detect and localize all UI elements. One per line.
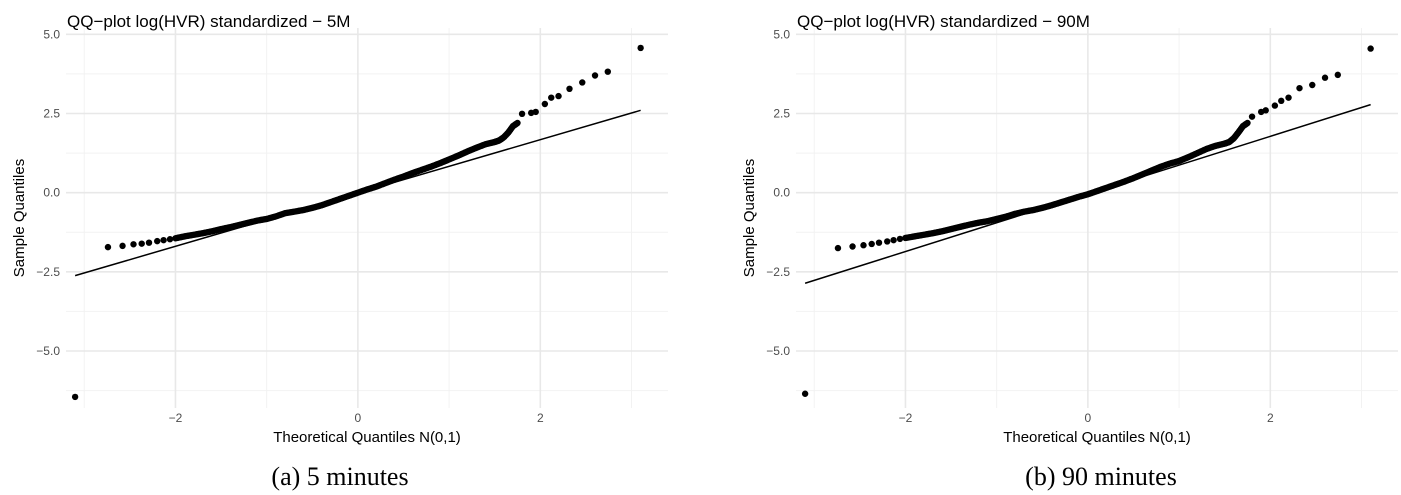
chart-title: QQ−plot log(HVR) standardized − 5M <box>67 12 350 31</box>
caption-5-minutes: (a) 5 minutes <box>271 462 409 491</box>
y-tick-label: −2.5 <box>766 265 790 279</box>
x-tick-label: 2 <box>537 411 544 425</box>
sample-point <box>166 236 174 243</box>
sample-point <box>1271 102 1279 109</box>
qq-plot-panel-5m: −5.0 −2.5 0.0 2.5 5.0 −2 0 2 QQ−plot log(HVR) st… <box>0 0 700 495</box>
y-tick-label: 0.0 <box>773 186 790 200</box>
x-tick-label: 0 <box>355 411 362 425</box>
sample-point <box>884 238 891 245</box>
sample-point <box>875 239 883 246</box>
sample-point <box>154 237 161 245</box>
chart-title: QQ−plot log(HVR) standardized − 90M <box>797 12 1090 31</box>
qq-plot-panel-90m: −5.0 −2.5 0.0 2.5 5.0 −2 0 2 QQ−plot log(HVR) st… <box>730 0 1401 495</box>
sample-point <box>604 68 611 75</box>
x-axis-label: Theoretical Quantiles N(0,1) <box>1003 429 1191 446</box>
y-tick-label: 2.5 <box>773 107 790 121</box>
sample-point <box>566 85 573 93</box>
sample-point <box>1285 94 1292 101</box>
sample-point <box>548 94 555 101</box>
sample-point <box>801 390 809 397</box>
sample-point <box>1248 113 1256 120</box>
y-tick-label: 5.0 <box>773 27 790 41</box>
sample-point <box>860 242 867 249</box>
y-tick-label: −5.0 <box>36 344 60 358</box>
sample-point <box>1367 45 1374 52</box>
y-axis-label: Sample Quantiles <box>741 159 758 277</box>
sample-point <box>1262 107 1269 114</box>
y-axis-label: Sample Quantiles <box>11 159 28 277</box>
caption-90-minutes: (b) 90 minutes <box>1025 462 1177 491</box>
sample-point <box>890 236 897 244</box>
sample-point <box>532 108 539 116</box>
sample-point <box>555 92 562 100</box>
sample-point <box>637 44 644 52</box>
sample-point <box>896 235 904 243</box>
x-tick-label: −2 <box>899 411 913 425</box>
sample-point <box>119 242 126 250</box>
sample-point <box>1296 84 1303 92</box>
sample-point <box>1321 74 1329 81</box>
sample-point <box>514 119 521 127</box>
x-axis-label: Theoretical Quantiles N(0,1) <box>273 429 461 446</box>
sample-point <box>1244 119 1251 127</box>
sample-point <box>160 236 167 244</box>
sample-point <box>1334 71 1341 79</box>
sample-point <box>1309 81 1316 89</box>
qq-plot-90m: −5.0 −2.5 0.0 2.5 5.0 −2 0 2 QQ−plot log(HVR) st… <box>741 12 1398 446</box>
sample-point <box>868 240 875 248</box>
x-tick-label: 2 <box>1267 411 1274 425</box>
y-tick-label: 5.0 <box>43 27 60 41</box>
y-tick-label: −5.0 <box>766 344 790 358</box>
y-tick-label: 0.0 <box>43 186 60 200</box>
sample-point <box>104 243 112 251</box>
y-tick-label: 2.5 <box>43 107 60 121</box>
sample-point <box>849 243 856 250</box>
sample-point <box>541 100 549 108</box>
sample-point <box>834 244 842 252</box>
sample-point <box>518 110 526 118</box>
y-tick-label: −2.5 <box>36 265 60 279</box>
sample-point <box>1278 97 1285 105</box>
sample-point <box>145 239 153 246</box>
sample-point <box>138 240 145 247</box>
sample-point <box>71 393 79 401</box>
sample-point <box>591 72 599 79</box>
x-tick-label: −2 <box>169 411 183 425</box>
sample-point <box>130 241 137 248</box>
qq-plot-5m: −5.0 −2.5 0.0 2.5 5.0 −2 0 2 QQ−plot log(HVR) st… <box>11 12 668 446</box>
sample-point <box>579 79 586 86</box>
x-tick-label: 0 <box>1085 411 1092 425</box>
